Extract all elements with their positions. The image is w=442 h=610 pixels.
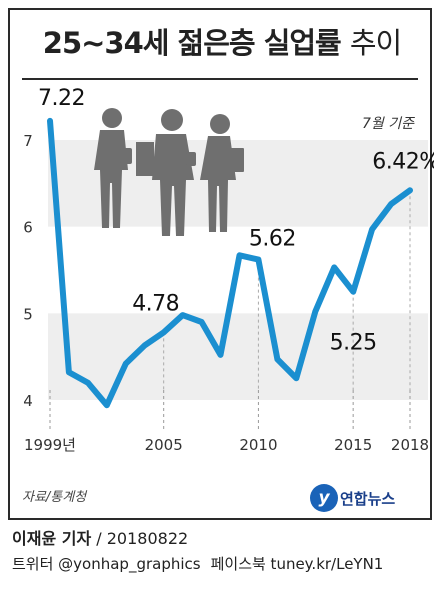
note-basis: 7월 기준 bbox=[362, 116, 415, 132]
title-divider bbox=[22, 78, 418, 80]
line-chart: 4 5 6 7 1999년 2005 2010 2015 2018 7.22 4.78 5.62 5.… bbox=[23, 86, 434, 454]
title-bold: 25~34세 젊은층 실업률 bbox=[42, 26, 342, 60]
logo-text: 연합뉴스 bbox=[340, 489, 396, 508]
source-label: 자료/통계청 bbox=[22, 490, 87, 505]
data-label: 7.22 bbox=[38, 86, 85, 111]
yonhap-logo-icon: y bbox=[310, 484, 338, 512]
publish-date: / 20180822 bbox=[96, 529, 189, 548]
author-name: 이재윤 기자 bbox=[12, 529, 92, 548]
yonhap-logo: y 연합뉴스 bbox=[310, 484, 395, 512]
social-links: 트위터 @yonhap_graphics 페이스북 tuney.kr/LeYN1 bbox=[12, 553, 383, 574]
x-tick-label: 1999년 bbox=[24, 436, 76, 454]
y-tick-label: 6 bbox=[23, 219, 33, 237]
x-tick-label: 2005 bbox=[145, 436, 183, 454]
data-labels: 7.22 4.78 5.62 5.25 6.42% bbox=[38, 86, 434, 356]
x-tick-label: 2010 bbox=[239, 436, 277, 454]
data-label: 4.78 bbox=[132, 291, 179, 316]
x-tick-label: 2015 bbox=[334, 436, 372, 454]
axes: 4 5 6 7 1999년 2005 2010 2015 2018 bbox=[23, 132, 429, 454]
y-tick-label: 4 bbox=[23, 392, 33, 410]
chart-frame: 25~34세 젊은층 실업률 추이 4 5 6 7 1999년 2005 2010 2015 2… bbox=[8, 8, 434, 520]
data-label: 5.25 bbox=[330, 331, 377, 356]
data-label: 6.42% bbox=[372, 149, 434, 174]
x-tick-label: 2018 bbox=[391, 436, 429, 454]
y-tick-label: 5 bbox=[23, 305, 33, 323]
band-1 bbox=[48, 313, 428, 400]
unemployment-line bbox=[47, 117, 413, 409]
chart-title: 25~34세 젊은층 실업률 추이 bbox=[10, 20, 434, 62]
people-silhouettes-icon bbox=[94, 108, 244, 236]
title-light: 추이 bbox=[349, 26, 402, 60]
y-tick-label: 7 bbox=[23, 132, 33, 150]
twitter-handle: 트위터 @yonhap_graphics bbox=[12, 555, 201, 573]
data-label: 5.62 bbox=[249, 227, 296, 252]
byline: 이재윤 기자 / 20180822 bbox=[12, 525, 188, 549]
series-line bbox=[47, 117, 413, 409]
facebook-link: 페이스북 tuney.kr/LeYN1 bbox=[210, 555, 384, 573]
